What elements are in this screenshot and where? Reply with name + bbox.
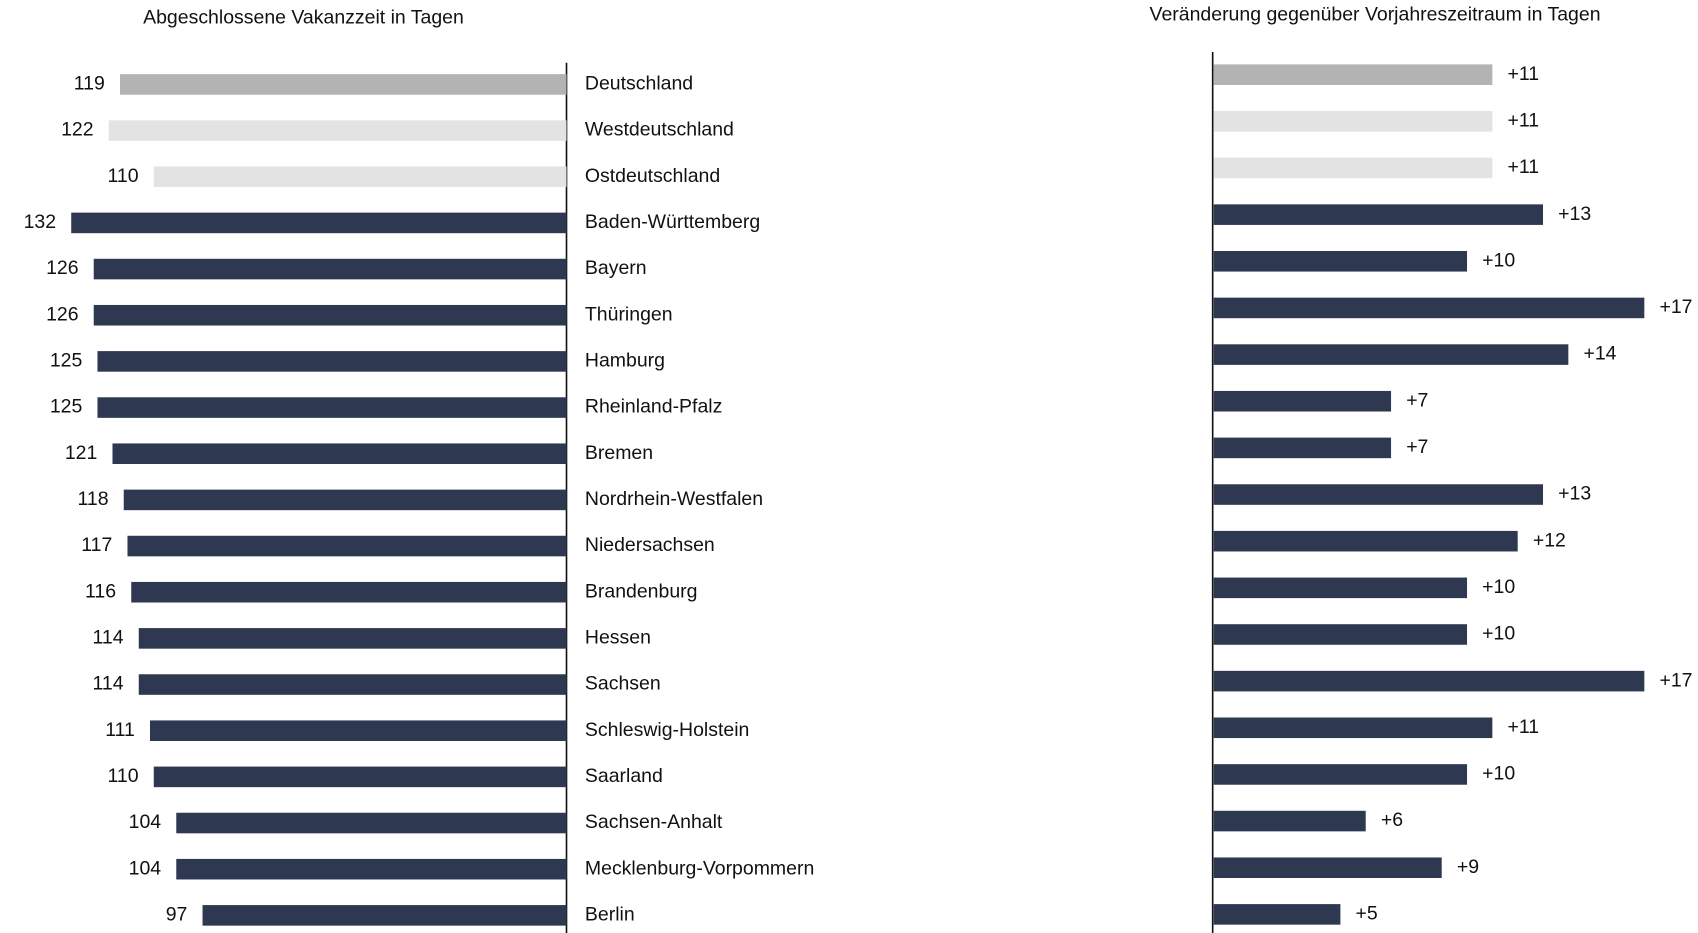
bar <box>1213 904 1341 925</box>
category-label: Deutschland <box>585 73 693 95</box>
value-label: +11 <box>1508 109 1540 131</box>
bar <box>119 74 567 95</box>
category-label: Ostdeutschland <box>585 165 720 187</box>
bar <box>71 212 567 234</box>
value-label: 125 <box>50 350 83 372</box>
value-label: +11 <box>1508 156 1540 178</box>
value-label: +10 <box>1482 623 1515 645</box>
bar <box>1213 390 1392 412</box>
bar <box>131 581 567 603</box>
value-label: 114 <box>93 627 124 649</box>
category-label: Hamburg <box>585 350 665 372</box>
bar <box>1213 530 1518 552</box>
bar <box>1213 204 1544 225</box>
category-label: Brandenburg <box>585 580 698 602</box>
value-label: 121 <box>65 442 97 464</box>
category-label: Westdeutschland <box>585 119 734 141</box>
bar <box>127 535 567 557</box>
bar <box>1213 344 1569 365</box>
value-label: 104 <box>129 811 162 833</box>
bar <box>1213 764 1468 785</box>
bar <box>1213 484 1544 505</box>
value-label: +10 <box>1482 249 1515 271</box>
value-label: 132 <box>24 211 56 233</box>
category-label: Sachsen-Anhalt <box>585 811 723 833</box>
value-label: 125 <box>50 396 83 418</box>
category-label: Hessen <box>585 627 651 649</box>
value-label: 114 <box>93 673 124 695</box>
value-label: +5 <box>1356 903 1378 925</box>
category-label: Mecklenburg-Vorpommern <box>585 857 814 879</box>
bar <box>1213 64 1493 85</box>
value-label: 116 <box>85 580 116 602</box>
bar <box>97 351 567 372</box>
category-label: Saarland <box>585 765 663 787</box>
bar <box>123 489 567 511</box>
value-label: 118 <box>78 488 109 510</box>
bar <box>138 628 567 649</box>
value-label: +7 <box>1406 389 1428 411</box>
bar <box>97 397 567 418</box>
bar <box>153 166 567 188</box>
bar <box>112 443 567 465</box>
category-label: Rheinland-Pfalz <box>585 396 722 418</box>
value-label: +6 <box>1381 809 1403 831</box>
value-label: +10 <box>1482 763 1515 785</box>
chart-title: Veränderung gegenüber Vorjahreszeitraum … <box>1150 3 1601 25</box>
category-label: Sachsen <box>585 673 661 695</box>
bar <box>138 674 567 695</box>
value-label: +10 <box>1482 576 1515 598</box>
value-label: 110 <box>108 765 139 787</box>
bar <box>176 858 567 880</box>
value-label: +17 <box>1659 669 1692 691</box>
bar <box>153 766 567 788</box>
value-label: +11 <box>1508 716 1540 738</box>
value-label: 126 <box>46 303 78 325</box>
value-label: +7 <box>1406 436 1428 458</box>
bar <box>1213 111 1493 132</box>
bar <box>176 812 567 834</box>
bar <box>93 304 567 326</box>
value-label: 122 <box>61 119 93 141</box>
category-label: Thüringen <box>585 303 673 325</box>
bar <box>1213 857 1442 879</box>
bar <box>1213 624 1468 645</box>
value-label: +13 <box>1558 483 1591 505</box>
category-label: Berlin <box>585 903 635 925</box>
bar <box>1213 670 1645 692</box>
value-label: +12 <box>1533 529 1566 551</box>
bar <box>1213 577 1468 599</box>
bar <box>1213 297 1645 319</box>
bar <box>1213 157 1493 179</box>
value-label: 119 <box>74 73 105 95</box>
value-label: +17 <box>1659 296 1692 318</box>
bar <box>93 258 567 280</box>
category-label: Niedersachsen <box>585 534 715 556</box>
value-label: 111 <box>105 719 135 741</box>
value-label: 110 <box>108 165 139 187</box>
bar <box>1213 810 1366 832</box>
bar <box>108 120 567 141</box>
chart-title: Abgeschlossene Vakanzzeit in Tagen <box>143 7 464 29</box>
category-label: Bremen <box>585 442 653 464</box>
bar <box>1213 437 1392 459</box>
bar <box>1213 717 1493 739</box>
category-label: Baden-Württemberg <box>585 211 760 233</box>
bar <box>1213 251 1468 272</box>
bar <box>202 905 567 926</box>
value-label: 117 <box>81 534 112 556</box>
category-label: Bayern <box>585 257 647 279</box>
category-label: Nordrhein-Westfalen <box>585 488 763 510</box>
value-label: +14 <box>1583 343 1616 365</box>
value-label: +13 <box>1558 203 1591 225</box>
value-label: 97 <box>166 903 188 925</box>
value-label: 104 <box>129 857 162 879</box>
value-label: +9 <box>1457 856 1479 878</box>
bar <box>150 720 567 741</box>
category-label: Schleswig-Holstein <box>585 719 749 741</box>
value-label: +11 <box>1508 63 1540 85</box>
value-label: 126 <box>46 257 78 279</box>
